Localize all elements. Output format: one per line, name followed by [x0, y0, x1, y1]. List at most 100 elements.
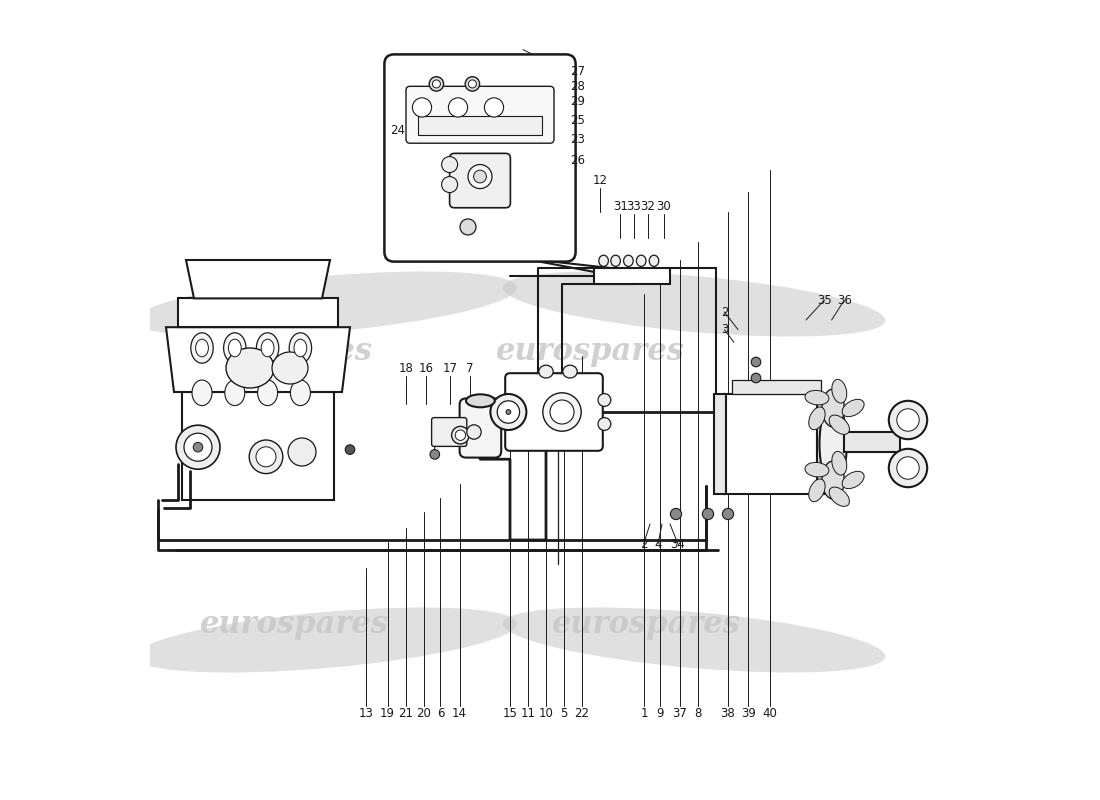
Ellipse shape — [294, 339, 307, 357]
Ellipse shape — [805, 462, 829, 477]
Bar — [178, 298, 338, 327]
Ellipse shape — [822, 389, 845, 427]
Text: 1: 1 — [640, 707, 648, 720]
Text: eurospares: eurospares — [496, 337, 684, 367]
Bar — [182, 392, 334, 500]
Text: 3: 3 — [720, 323, 728, 336]
Text: 25: 25 — [570, 114, 585, 127]
Circle shape — [412, 98, 431, 117]
FancyBboxPatch shape — [406, 86, 554, 143]
Ellipse shape — [190, 333, 213, 363]
Bar — [724, 394, 817, 494]
Circle shape — [751, 373, 761, 382]
Ellipse shape — [196, 339, 208, 357]
Text: 5: 5 — [560, 707, 568, 720]
Ellipse shape — [176, 426, 220, 469]
Text: 4: 4 — [654, 538, 662, 550]
Ellipse shape — [843, 471, 865, 489]
Circle shape — [460, 219, 476, 235]
Bar — [844, 432, 900, 452]
Ellipse shape — [466, 425, 481, 439]
Text: 33: 33 — [627, 200, 641, 213]
Ellipse shape — [256, 333, 278, 363]
Ellipse shape — [226, 348, 274, 388]
Ellipse shape — [455, 430, 465, 440]
Ellipse shape — [832, 451, 847, 475]
Ellipse shape — [649, 255, 659, 266]
Ellipse shape — [192, 380, 212, 406]
Circle shape — [751, 357, 761, 366]
Text: eurospares: eurospares — [551, 609, 740, 639]
Ellipse shape — [250, 440, 283, 474]
Ellipse shape — [432, 80, 440, 88]
Text: 2: 2 — [640, 538, 647, 550]
Text: 7: 7 — [466, 362, 474, 374]
Ellipse shape — [805, 390, 829, 405]
Ellipse shape — [194, 442, 202, 452]
FancyBboxPatch shape — [460, 398, 502, 458]
Ellipse shape — [184, 434, 212, 461]
Ellipse shape — [229, 339, 241, 357]
Ellipse shape — [261, 339, 274, 357]
Text: 35: 35 — [817, 294, 832, 306]
Circle shape — [484, 98, 504, 117]
Text: 30: 30 — [657, 200, 671, 213]
Ellipse shape — [808, 479, 825, 502]
Ellipse shape — [223, 333, 246, 363]
Ellipse shape — [257, 380, 277, 406]
Bar — [732, 379, 822, 394]
Ellipse shape — [503, 607, 886, 673]
Text: 16: 16 — [418, 362, 433, 374]
Text: 19: 19 — [381, 707, 395, 720]
Text: 39: 39 — [741, 707, 756, 720]
Text: 34: 34 — [671, 538, 685, 550]
Ellipse shape — [637, 255, 646, 266]
Ellipse shape — [288, 438, 316, 466]
Ellipse shape — [808, 407, 825, 430]
Ellipse shape — [466, 394, 495, 407]
Ellipse shape — [289, 333, 311, 363]
Text: 28: 28 — [570, 81, 585, 94]
Text: eurospares: eurospares — [184, 337, 373, 367]
Text: 17: 17 — [442, 362, 458, 374]
Text: 38: 38 — [720, 707, 735, 720]
Circle shape — [441, 177, 458, 193]
Text: 2: 2 — [720, 306, 728, 318]
Text: 18: 18 — [398, 362, 414, 374]
Circle shape — [345, 445, 355, 454]
Text: 40: 40 — [762, 707, 778, 720]
Text: 8: 8 — [694, 707, 702, 720]
Text: 9: 9 — [657, 707, 664, 720]
Text: 26: 26 — [570, 154, 585, 166]
Bar — [594, 268, 670, 284]
Bar — [418, 116, 542, 135]
Text: 31: 31 — [613, 200, 628, 213]
Ellipse shape — [539, 365, 553, 378]
Ellipse shape — [820, 402, 847, 486]
Circle shape — [449, 98, 468, 117]
Ellipse shape — [506, 410, 510, 414]
Text: 22: 22 — [574, 707, 590, 720]
Ellipse shape — [256, 446, 276, 467]
Ellipse shape — [503, 271, 886, 337]
Ellipse shape — [134, 607, 517, 673]
Circle shape — [430, 450, 440, 459]
FancyBboxPatch shape — [384, 54, 575, 262]
Ellipse shape — [822, 461, 845, 499]
Bar — [714, 394, 726, 494]
Ellipse shape — [563, 365, 578, 378]
Ellipse shape — [429, 77, 443, 91]
Text: 15: 15 — [503, 707, 517, 720]
Text: 12: 12 — [593, 174, 608, 186]
Text: 27: 27 — [570, 66, 585, 78]
Text: 20: 20 — [416, 707, 431, 720]
Ellipse shape — [550, 400, 574, 424]
FancyBboxPatch shape — [505, 373, 603, 451]
Ellipse shape — [542, 393, 581, 431]
Text: 21: 21 — [398, 707, 414, 720]
Ellipse shape — [224, 380, 245, 406]
Ellipse shape — [598, 255, 608, 266]
Ellipse shape — [624, 255, 634, 266]
Ellipse shape — [465, 77, 480, 91]
Ellipse shape — [474, 170, 486, 183]
